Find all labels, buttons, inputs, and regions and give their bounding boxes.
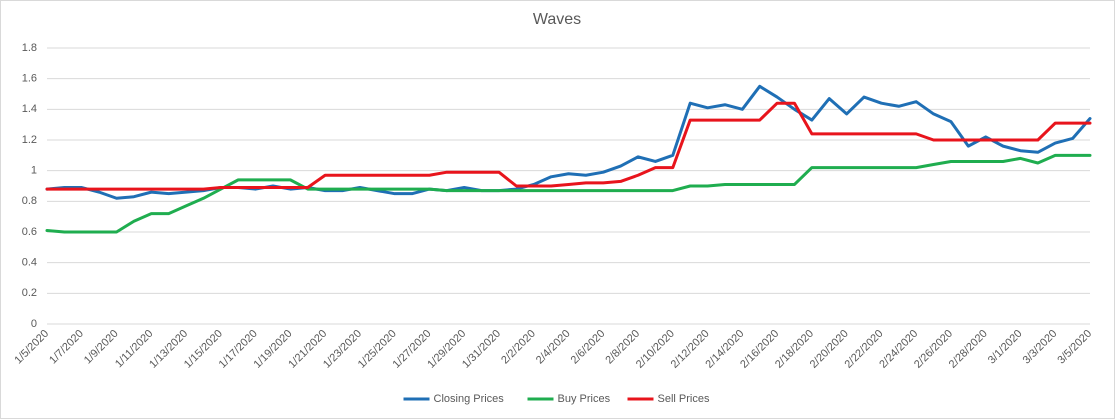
y-tick-label: 0.2 (22, 287, 37, 299)
y-tick-label: 1 (31, 165, 37, 177)
y-tick-label: 0.4 (22, 257, 37, 269)
y-tick-label: 0.8 (22, 195, 37, 207)
legend-label: Buy Prices (558, 393, 611, 405)
chart-title: Waves (533, 11, 581, 28)
y-tick-label: 0.6 (22, 226, 37, 238)
y-tick-label: 1.8 (22, 42, 37, 54)
legend-label: Closing Prices (434, 393, 505, 405)
y-tick-label: 1.6 (22, 73, 37, 85)
series-line (45, 153, 1092, 234)
y-tick-label: 1.2 (22, 134, 37, 146)
y-tick-label: 1.4 (22, 103, 37, 115)
y-tick-label: 0 (31, 318, 37, 330)
series-line (45, 101, 1092, 191)
legend-label: Sell Prices (658, 393, 710, 405)
